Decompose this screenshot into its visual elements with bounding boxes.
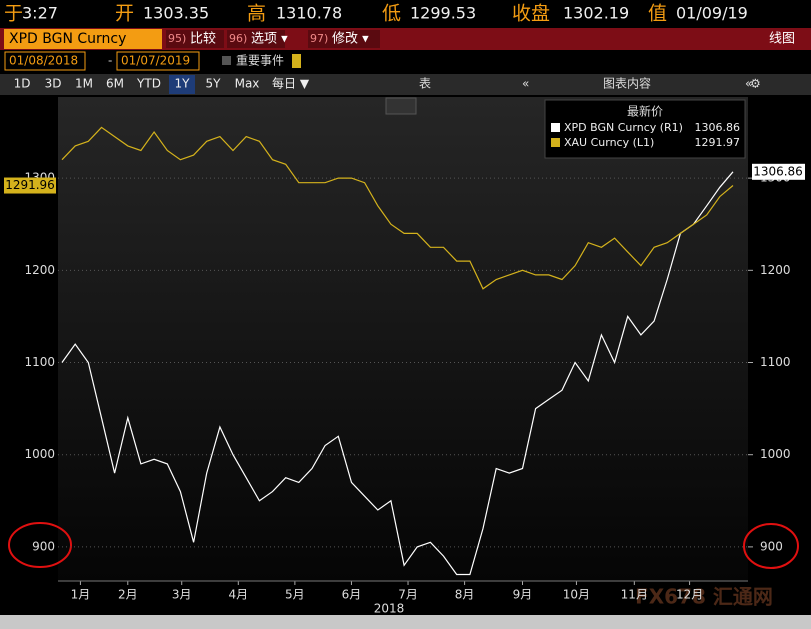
field-value: 1302.19 bbox=[563, 4, 629, 23]
last-tag bbox=[4, 177, 56, 194]
legend-swatch bbox=[551, 123, 560, 132]
end-date[interactable]: 01/07/2019 bbox=[121, 54, 190, 68]
x-tick-label: 4月 bbox=[228, 588, 248, 602]
field-value: 1310.78 bbox=[276, 4, 342, 23]
dash: - bbox=[108, 54, 112, 68]
events[interactable]: 重要事件 bbox=[236, 54, 284, 68]
period[interactable]: 1Y bbox=[175, 77, 191, 91]
frequency[interactable]: 每日 ▼ bbox=[272, 76, 310, 91]
series-line bbox=[61, 126, 734, 290]
period[interactable]: 1D bbox=[14, 77, 31, 91]
settings[interactable]: ⚙ bbox=[750, 77, 761, 91]
period[interactable]: 1M bbox=[75, 77, 93, 91]
x-tick-label: 2月 bbox=[118, 588, 138, 602]
field-value: 3:27 bbox=[22, 4, 58, 23]
menu-num[interactable]: 97) bbox=[310, 32, 328, 45]
legend-name: XPD BGN Curncy (R1) bbox=[564, 121, 683, 134]
field-value: 1299.53 bbox=[410, 4, 476, 23]
menu-label[interactable]: 修改 ▾ bbox=[332, 32, 369, 47]
x-tick-label: 3月 bbox=[172, 588, 192, 602]
y2-tick-label: 1100 bbox=[760, 355, 791, 369]
period-active bbox=[169, 75, 195, 94]
x-tick-label: 6月 bbox=[342, 588, 362, 602]
field-label: 高 bbox=[247, 3, 266, 25]
status-bar bbox=[0, 615, 811, 629]
x-tick-label: 10月 bbox=[563, 588, 590, 602]
highlight-circle bbox=[743, 523, 799, 569]
legend-name: XAU Curncy (L1) bbox=[564, 136, 654, 149]
start-date[interactable]: 01/08/2018 bbox=[9, 54, 78, 68]
menu-num[interactable]: 96) bbox=[229, 32, 247, 45]
end-box[interactable] bbox=[116, 51, 200, 71]
table-button[interactable]: 表 bbox=[419, 77, 431, 91]
last-tag-label: 1291.96 bbox=[5, 178, 55, 192]
legend-box bbox=[544, 99, 746, 159]
menu-bg[interactable] bbox=[227, 30, 285, 48]
y2-tick-label: 1000 bbox=[760, 447, 791, 461]
watermark: FX678 汇通网 bbox=[635, 585, 773, 609]
security: XPD BGN Curncy bbox=[9, 31, 126, 47]
period[interactable]: 3D bbox=[45, 77, 62, 91]
checkbox[interactable] bbox=[222, 56, 231, 65]
start-box[interactable] bbox=[4, 51, 86, 71]
y-tick-label: 1100 bbox=[24, 355, 55, 369]
field-label: 于 bbox=[4, 3, 23, 25]
x-label: 2018 bbox=[374, 602, 405, 616]
x-tick-label: 8月 bbox=[455, 588, 475, 602]
chart-type-button[interactable] bbox=[385, 97, 417, 115]
menu-bg[interactable] bbox=[308, 30, 380, 48]
x-tick-label: 5月 bbox=[285, 588, 305, 602]
menu-label[interactable]: 比较 bbox=[190, 32, 216, 47]
last-tag bbox=[752, 163, 805, 180]
highlight-circle bbox=[8, 522, 72, 568]
field-label: 收盘 bbox=[512, 3, 550, 25]
period[interactable]: Max bbox=[235, 77, 260, 91]
field-value: 1303.35 bbox=[143, 4, 209, 23]
series-line bbox=[61, 171, 734, 576]
x-tick-label: 1月 bbox=[71, 588, 91, 602]
y2-tick-label: 1200 bbox=[760, 263, 791, 277]
field-label: 低 bbox=[382, 3, 401, 25]
legend-value: 1306.86 bbox=[695, 121, 741, 134]
y-tick-label: 1000 bbox=[24, 447, 55, 461]
menu-bg[interactable] bbox=[166, 30, 224, 48]
collapse-right[interactable]: « bbox=[745, 77, 752, 91]
last-tag-label: 1306.86 bbox=[753, 164, 803, 178]
x-tick-label: 7月 bbox=[398, 588, 418, 602]
y-tick-label: 900 bbox=[32, 539, 55, 553]
x-tick-label: 9月 bbox=[513, 588, 533, 602]
field-label: 开 bbox=[115, 3, 134, 25]
chart-kind[interactable]: 线图 bbox=[769, 32, 795, 47]
legend-value: 1291.97 bbox=[695, 136, 741, 149]
period-bar bbox=[0, 74, 811, 95]
field-label: 值 bbox=[648, 3, 667, 25]
legend-swatch bbox=[551, 138, 560, 147]
y-tick-label: 1200 bbox=[24, 263, 55, 277]
menu-label[interactable]: 选项 ▾ bbox=[251, 32, 288, 47]
chart-content[interactable]: 图表内容 bbox=[603, 76, 651, 91]
period[interactable]: YTD bbox=[136, 77, 161, 91]
security-box bbox=[4, 29, 162, 49]
info-icon[interactable] bbox=[292, 54, 301, 68]
period[interactable]: 6M bbox=[106, 77, 124, 91]
x-tick-label: 11月 bbox=[621, 588, 648, 602]
y2-tick-label: 900 bbox=[760, 539, 783, 553]
legend-title: 最新价 bbox=[627, 104, 663, 119]
menu-num[interactable]: 95) bbox=[168, 32, 186, 45]
field-value: 01/09/19 bbox=[676, 4, 748, 23]
collapse[interactable]: « bbox=[522, 77, 529, 91]
plot-area bbox=[58, 97, 748, 581]
x-tick-label: 12月 bbox=[676, 588, 703, 602]
period[interactable]: 5Y bbox=[206, 77, 222, 91]
